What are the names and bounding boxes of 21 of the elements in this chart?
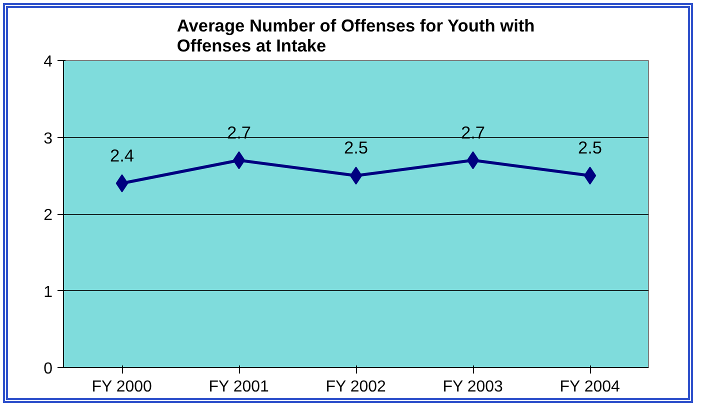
x-tick-label: FY 2004	[560, 378, 620, 396]
y-tick-label: 0	[44, 360, 53, 378]
data-label: 2.7	[460, 122, 486, 142]
point	[466, 151, 480, 170]
y-tick-label: 2	[44, 207, 53, 224]
y-tick-label: 4	[44, 54, 53, 70]
point	[116, 174, 128, 192]
point	[350, 166, 362, 185]
x-tick-label: FY 2000	[92, 378, 152, 396]
x-tick-label: FY 2003	[442, 378, 504, 396]
data-label: 2.5	[344, 138, 368, 158]
x-tick-label: FY 2001	[208, 378, 270, 396]
point	[584, 166, 596, 185]
y-tick-label: 3	[44, 130, 53, 148]
data-label: 2.5	[578, 138, 602, 158]
data-label: 2.4	[110, 145, 134, 166]
x-tick-label: FY 2002	[326, 378, 386, 396]
data-label: 2.7	[226, 122, 252, 142]
chart-title: Average Number of Offenses for Youth with Offenses at Intake	[176, 16, 535, 56]
point	[232, 151, 246, 170]
y-tick-label: 1	[44, 284, 53, 301]
